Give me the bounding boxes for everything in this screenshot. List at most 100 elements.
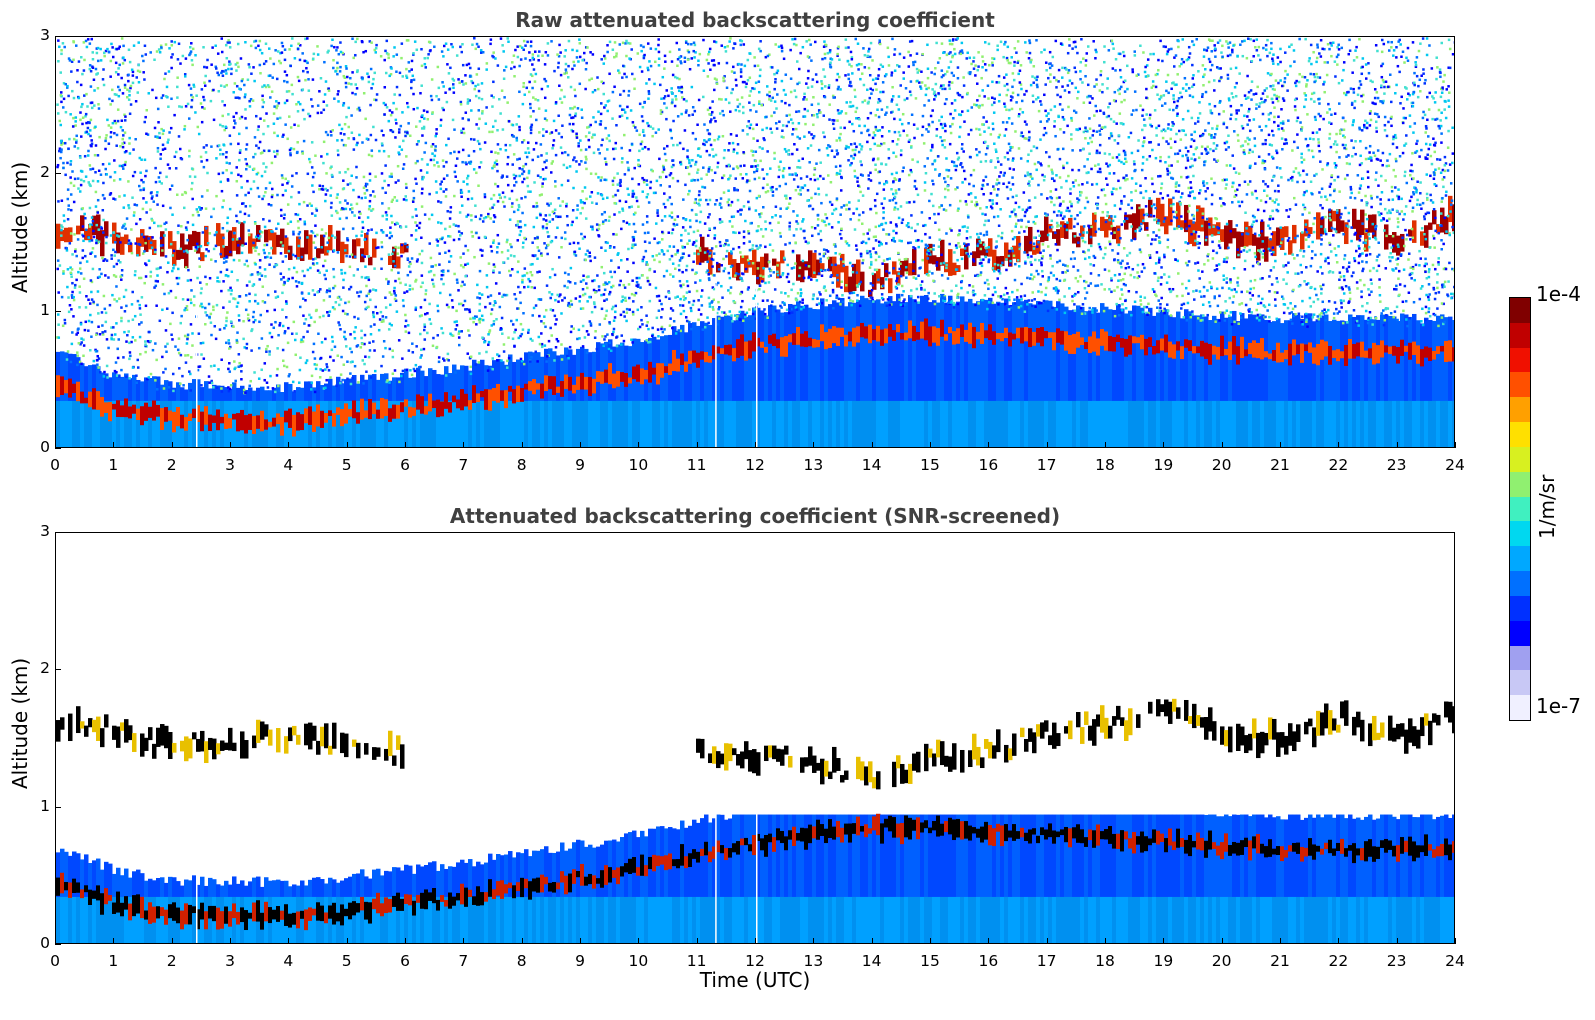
aerosol-layer-cell — [332, 413, 337, 427]
boundary-layer-cell — [692, 322, 697, 447]
noise-speckle — [1144, 189, 1148, 193]
noise-speckle — [1235, 109, 1238, 112]
noise-speckle — [1364, 238, 1368, 242]
aerosol-layer-cell — [276, 413, 281, 425]
noise-speckle — [671, 98, 674, 101]
noise-speckle — [394, 118, 398, 122]
noise-speckle — [235, 69, 238, 72]
noise-speckle — [76, 69, 79, 72]
boundary-layer-cell — [1424, 317, 1429, 447]
noise-speckle — [321, 188, 325, 191]
noise-speckle — [350, 82, 353, 86]
noise-speckle — [1030, 255, 1033, 258]
noise-speckle — [593, 302, 596, 306]
noise-speckle — [828, 118, 831, 121]
noise-speckle — [1405, 318, 1408, 321]
noise-speckle — [1043, 126, 1047, 130]
noise-speckle — [314, 257, 317, 260]
boundary-layer-cell — [764, 315, 769, 447]
noise-speckle — [547, 354, 550, 357]
noise-speckle — [506, 183, 510, 187]
noise-speckle — [1270, 72, 1273, 76]
aerosol-layer-cell — [1288, 343, 1293, 366]
noise-speckle — [1255, 107, 1258, 110]
surface-layer-cell — [980, 400, 985, 447]
noise-speckle — [821, 57, 824, 61]
boundary-layer-cell — [768, 305, 773, 447]
noise-speckle — [693, 56, 696, 59]
noise-speckle — [1055, 174, 1058, 177]
noise-speckle — [956, 158, 960, 161]
surface-layer-cell — [720, 400, 725, 447]
aerosol-layer-cell — [428, 393, 433, 412]
noise-speckle — [619, 93, 622, 96]
noise-speckle — [1024, 41, 1027, 44]
cloud-layer-cell — [1072, 232, 1077, 244]
noise-speckle — [1046, 279, 1050, 283]
noise-speckle — [559, 97, 562, 101]
noise-speckle — [279, 208, 283, 212]
noise-speckle — [218, 328, 222, 331]
noise-speckle — [517, 203, 521, 207]
aerosol-layer-cell — [600, 371, 605, 384]
noise-speckle — [354, 40, 357, 44]
noise-speckle — [1249, 38, 1252, 41]
noise-speckle — [1126, 254, 1129, 257]
noise-speckle — [598, 323, 602, 326]
noise-speckle — [875, 211, 878, 215]
noise-speckle — [793, 37, 797, 41]
aerosol-layer-cell — [740, 334, 745, 356]
boundary-layer-cell — [980, 299, 985, 447]
noise-speckle — [333, 97, 336, 100]
noise-speckle — [1294, 203, 1298, 206]
noise-speckle — [1318, 313, 1321, 317]
noise-speckle — [474, 84, 477, 88]
noise-speckle — [1231, 154, 1234, 157]
noise-speckle — [655, 179, 659, 183]
noise-speckle — [281, 324, 285, 328]
noise-speckle — [1335, 150, 1338, 154]
aerosol-layer-cell — [848, 331, 853, 342]
noise-speckle — [1312, 300, 1316, 304]
noise-speckle — [522, 165, 525, 168]
noise-speckle — [1044, 131, 1048, 135]
noise-speckle — [513, 293, 516, 296]
noise-speckle — [565, 205, 568, 208]
noise-speckle — [717, 62, 721, 65]
noise-speckle — [619, 258, 623, 262]
noise-speckle — [791, 133, 794, 136]
noise-speckle — [277, 101, 281, 105]
noise-speckle — [296, 213, 300, 217]
aerosol-layer-cell — [972, 326, 977, 349]
aerosol-layer-cell — [976, 331, 981, 340]
noise-speckle — [687, 301, 691, 304]
noise-speckle — [693, 179, 696, 182]
aerosol-layer-cell — [1088, 336, 1093, 354]
aerosol-layer-cell — [968, 322, 973, 344]
boundary-layer-cell — [1444, 317, 1449, 447]
noise-speckle — [1071, 168, 1074, 172]
noise-speckle — [1417, 84, 1420, 88]
noise-speckle — [631, 72, 634, 76]
noise-speckle — [892, 151, 895, 155]
noise-speckle — [447, 72, 451, 75]
aerosol-layer-cell — [672, 349, 677, 371]
cloud-layer-cell — [264, 229, 269, 243]
noise-speckle — [977, 236, 980, 239]
noise-speckle — [1243, 245, 1247, 249]
noise-speckle — [1326, 111, 1329, 114]
aerosol-layer-cell — [1252, 340, 1257, 358]
aerosol-layer-cell — [376, 409, 381, 419]
aerosol-layer-cell — [936, 328, 941, 346]
noise-speckle — [378, 318, 382, 321]
noise-speckle — [144, 174, 147, 178]
noise-speckle — [109, 135, 113, 139]
noise-speckle — [109, 131, 113, 134]
noise-speckle — [1454, 40, 1455, 43]
noise-speckle — [1302, 193, 1306, 197]
noise-speckle — [885, 232, 888, 236]
noise-speckle — [394, 299, 398, 303]
noise-speckle — [192, 85, 196, 88]
noise-speckle — [1301, 299, 1304, 303]
noise-speckle — [579, 307, 583, 310]
